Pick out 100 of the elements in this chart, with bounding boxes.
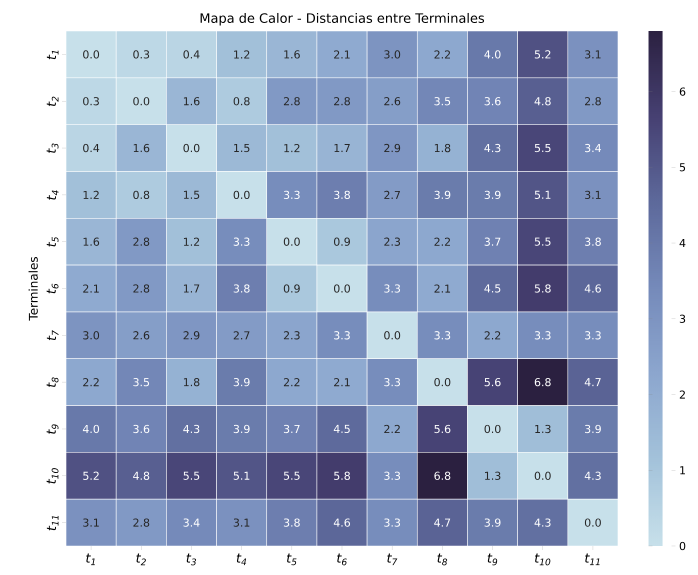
color-bar-label: 4: [680, 239, 686, 248]
data-label: 2.1: [334, 50, 350, 58]
data-label: 1.7: [184, 284, 200, 292]
data-label: 3.3: [284, 190, 300, 200]
data-label: 3.5: [133, 378, 150, 386]
data-label: 2.9: [184, 331, 200, 340]
data-label: 4.0: [82, 424, 100, 434]
x-tick-label: t$_{11}$: [585, 554, 600, 566]
y-tick-label: t$_{9}$: [46, 424, 58, 434]
data-label: 1.6: [134, 144, 150, 152]
x-tick-label: t$_{9}$: [488, 554, 498, 566]
data-label: 1.5: [234, 144, 250, 152]
data-label: 3.3: [534, 331, 551, 340]
data-label: 4.3: [183, 424, 200, 434]
data-label: 2.8: [133, 238, 150, 246]
data-label: 0.0: [484, 424, 501, 434]
x-tick-label: t$_{5}$: [286, 554, 296, 566]
data-label: 2.2: [434, 238, 450, 246]
data-label: 3.3: [384, 284, 400, 293]
color-bar-label: 6: [680, 87, 686, 96]
data-label: 3.5: [434, 97, 450, 106]
data-label: 2.6: [133, 331, 150, 340]
x-tick-label: t$_{7}$: [387, 554, 398, 566]
data-label: 3.3: [384, 378, 400, 386]
data-label: 3.3: [234, 238, 250, 246]
data-label: 2.2: [284, 378, 300, 386]
data-label: 4.3: [484, 144, 500, 152]
data-label: 0.0: [83, 50, 100, 59]
data-label: 1.2: [184, 238, 200, 246]
data-label: 2.2: [384, 424, 400, 434]
data-label: 3.4: [585, 144, 602, 152]
data-label: 2.8: [284, 97, 300, 106]
data-label: 3.8: [234, 284, 250, 293]
data-label: 0.4: [183, 50, 200, 59]
chart-title: Mapa de Calor - Distancias entre Terminales: [200, 12, 484, 26]
data-label: 0.0: [584, 518, 601, 527]
data-label: 3.1: [585, 190, 601, 200]
data-label: 2.9: [384, 144, 400, 152]
data-label: 5.8: [534, 284, 551, 293]
y-tick-label: t$_{4}$: [46, 190, 58, 200]
y-axis-title: Terminales: [28, 257, 38, 321]
data-label: 5.1: [234, 472, 250, 480]
data-label: 5.1: [534, 190, 550, 199]
data-label: 2.3: [384, 238, 400, 246]
y-tick-label: t$_{1}$: [46, 50, 58, 60]
data-label: 4.8: [133, 472, 150, 480]
data-label: 4.6: [584, 284, 601, 293]
data-label: 0.0: [133, 97, 150, 106]
data-label: 2.8: [584, 97, 601, 106]
data-label: 0.0: [183, 144, 200, 152]
data-label: 2.8: [334, 97, 350, 106]
data-label: 2.8: [133, 518, 150, 527]
data-label: 1.3: [485, 472, 500, 480]
data-label: 1.6: [184, 97, 200, 106]
data-label: 2.8: [133, 284, 150, 293]
data-label: 0.8: [133, 190, 150, 200]
data-label: 3.8: [585, 238, 601, 246]
data-label: 3.7: [484, 238, 500, 246]
data-label: 5.8: [334, 472, 350, 480]
data-label: 1.8: [434, 144, 450, 152]
data-label: 4.5: [484, 284, 500, 293]
data-label: 1.7: [334, 144, 350, 152]
data-label: 3.0: [384, 50, 400, 59]
y-tick-label: t$_{10}$: [46, 468, 58, 484]
data-label: 3.1: [585, 50, 601, 59]
data-label: 5.5: [534, 144, 550, 152]
data-label: 0.9: [334, 238, 350, 246]
data-label: 3.9: [234, 424, 250, 434]
data-label: 2.1: [434, 284, 450, 293]
data-label: 4.3: [534, 518, 551, 527]
data-label: 4.6: [334, 518, 350, 527]
data-label: 1.6: [284, 50, 300, 59]
data-label: 3.6: [484, 97, 501, 106]
data-label: 0.9: [284, 284, 300, 293]
y-tick-label: t$_{11}$: [46, 516, 58, 530]
data-label: 0.4: [83, 144, 100, 152]
data-label: 1.2: [284, 144, 300, 152]
data-label: 3.3: [384, 518, 400, 527]
data-label: 5.6: [434, 424, 450, 434]
data-label: 0.0: [234, 190, 250, 200]
x-tick-label: t$_{8}$: [438, 554, 448, 566]
data-label: 3.1: [83, 518, 99, 527]
x-tick-label: t$_{4}$: [236, 554, 246, 566]
x-tick-label: t$_{10}$: [535, 554, 550, 566]
data-label: 2.1: [83, 284, 99, 293]
data-label: 1.2: [234, 50, 250, 58]
data-label: 1.5: [184, 190, 200, 199]
color-bar-label: 2: [680, 390, 685, 399]
data-label: 4.5: [334, 424, 350, 434]
data-label: 3.3: [384, 472, 400, 480]
data-label: 0.0: [434, 378, 450, 386]
data-label: 3.1: [234, 518, 250, 527]
data-label: 2.3: [284, 331, 300, 340]
y-tick-label: t$_{6}$: [46, 284, 58, 294]
x-tick-label: t$_{6}$: [337, 554, 347, 566]
data-label: 0.0: [534, 472, 551, 480]
data-label: 3.3: [334, 331, 350, 340]
data-label: 2.7: [234, 331, 250, 340]
y-tick-label: t$_{3}$: [46, 143, 58, 153]
color-bar-label: 1: [680, 466, 685, 474]
